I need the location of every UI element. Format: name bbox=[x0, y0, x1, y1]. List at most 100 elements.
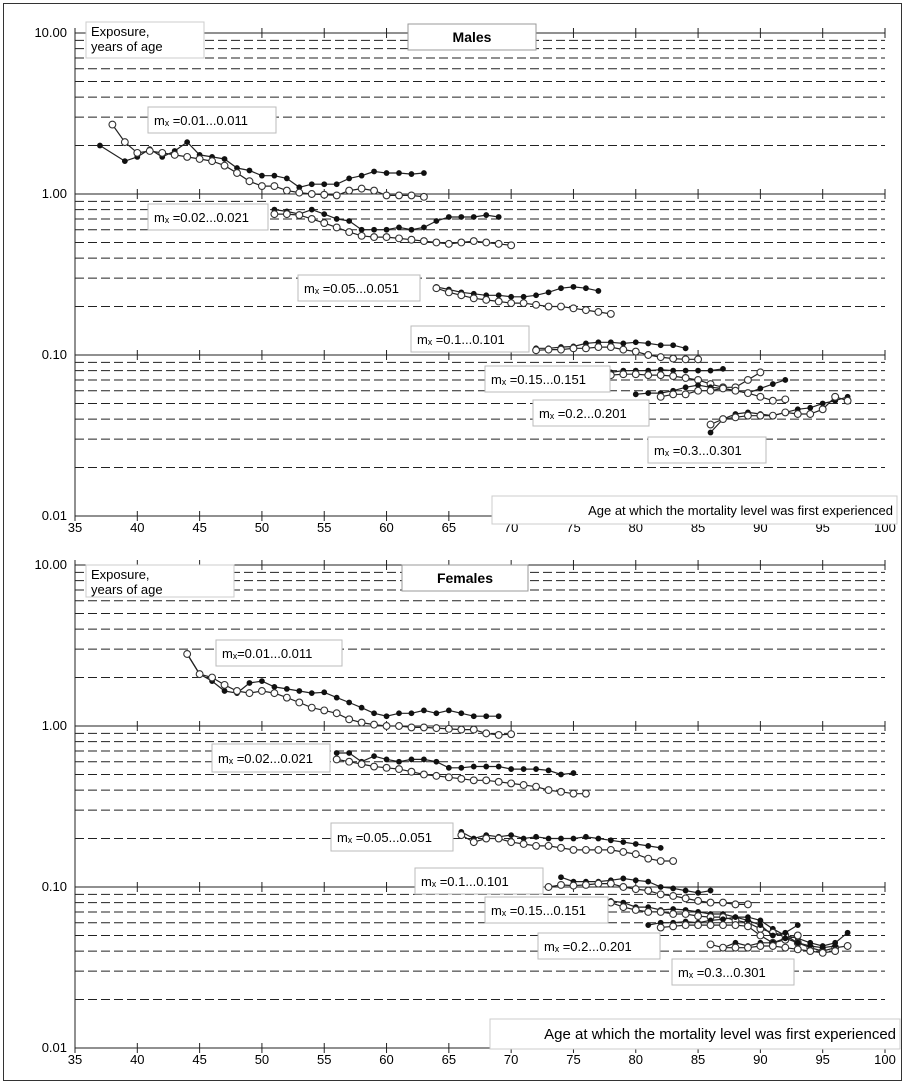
data-point-open bbox=[419, 237, 428, 246]
data-point-open bbox=[183, 650, 192, 658]
data-point-open bbox=[544, 345, 553, 354]
series-group-6: mₓ =0.2...0.201 bbox=[537, 914, 802, 960]
data-point-open bbox=[681, 390, 690, 399]
series-line-filled bbox=[722, 937, 836, 949]
data-point-filled bbox=[720, 365, 726, 372]
data-point-filled bbox=[246, 680, 253, 686]
data-point-open bbox=[644, 886, 653, 895]
y-tick-label: 0.01 bbox=[42, 508, 67, 523]
data-point-open bbox=[557, 345, 565, 354]
data-point-filled bbox=[520, 293, 527, 300]
data-point-filled bbox=[545, 289, 552, 296]
data-point-filled bbox=[732, 914, 739, 921]
data-point-filled bbox=[259, 172, 265, 179]
data-point-open bbox=[282, 210, 291, 219]
y-tick-label: 0.01 bbox=[42, 1040, 67, 1055]
data-point-filled bbox=[620, 875, 627, 882]
x-tick-label: 50 bbox=[255, 520, 269, 535]
data-point-filled bbox=[358, 172, 365, 179]
series-label-box bbox=[532, 399, 650, 427]
data-point-open bbox=[706, 386, 715, 395]
series-label: mₓ =0.2...0.201 bbox=[544, 939, 632, 954]
x-tick-label: 60 bbox=[379, 1052, 393, 1067]
data-point-filled bbox=[396, 224, 402, 231]
x-tick-label: 50 bbox=[255, 1052, 269, 1067]
data-point-open bbox=[357, 718, 366, 727]
data-point-open bbox=[382, 763, 391, 772]
data-point-filled bbox=[632, 391, 639, 398]
data-point-filled bbox=[570, 770, 577, 776]
x-tick-label: 90 bbox=[753, 1052, 767, 1067]
data-point-open bbox=[631, 850, 640, 859]
data-point-filled bbox=[346, 699, 353, 706]
data-point-open bbox=[656, 907, 665, 916]
chart-title: Males bbox=[453, 29, 492, 45]
series-label: mₓ =0.02...0.021 bbox=[218, 751, 313, 766]
data-point-filled bbox=[632, 877, 639, 884]
y-tick-label: 0.10 bbox=[42, 879, 67, 894]
data-point-filled bbox=[371, 753, 377, 760]
data-point-open bbox=[694, 355, 703, 364]
data-point-filled bbox=[657, 844, 664, 851]
data-point-open bbox=[320, 219, 329, 228]
data-point-open bbox=[332, 191, 341, 200]
data-point-open bbox=[332, 755, 341, 764]
data-point-filled bbox=[283, 685, 290, 692]
data-point-filled bbox=[470, 214, 477, 220]
series-label: mₓ =0.02...0.021 bbox=[154, 210, 249, 225]
y-axis-label-box bbox=[85, 564, 235, 598]
data-point-filled bbox=[570, 835, 577, 842]
data-point-open bbox=[120, 138, 129, 147]
x-axis-label-box bbox=[491, 495, 898, 525]
data-point-filled bbox=[508, 766, 515, 772]
data-point-filled bbox=[670, 342, 677, 349]
data-point-open bbox=[669, 922, 678, 931]
data-point-open bbox=[457, 291, 466, 300]
data-point-open bbox=[768, 396, 777, 405]
data-point-open bbox=[444, 773, 453, 782]
data-point-open bbox=[444, 288, 453, 297]
data-point-open bbox=[818, 948, 827, 957]
data-point-open bbox=[295, 188, 304, 197]
data-point-filled bbox=[358, 704, 365, 711]
data-point-open bbox=[706, 940, 715, 949]
data-point-open bbox=[469, 237, 478, 246]
data-point-open bbox=[170, 150, 179, 159]
data-point-filled bbox=[533, 766, 539, 772]
data-point-filled bbox=[520, 766, 527, 772]
data-point-open bbox=[681, 910, 690, 918]
data-point-open bbox=[457, 774, 466, 783]
data-point-open bbox=[295, 698, 304, 707]
series-label-box bbox=[147, 106, 277, 134]
data-point-filled bbox=[408, 756, 415, 763]
data-point-open bbox=[320, 706, 329, 715]
data-point-open bbox=[332, 223, 341, 232]
data-point-open bbox=[644, 854, 653, 863]
data-point-filled bbox=[470, 713, 477, 720]
data-point-open bbox=[407, 191, 416, 200]
data-point-open bbox=[133, 148, 142, 157]
data-point-open bbox=[644, 351, 653, 359]
data-point-open bbox=[469, 725, 478, 734]
data-point-open bbox=[233, 687, 241, 695]
data-point-filled bbox=[383, 170, 390, 176]
data-point-open bbox=[444, 724, 453, 733]
data-point-filled bbox=[408, 710, 415, 717]
series-label-box bbox=[297, 274, 421, 302]
chart-title: Females bbox=[437, 570, 493, 586]
data-point-filled bbox=[533, 833, 539, 840]
data-point-filled bbox=[757, 922, 764, 928]
data-point-open bbox=[370, 233, 379, 242]
data-point-open bbox=[656, 857, 665, 865]
data-point-open bbox=[731, 921, 740, 930]
series-label: mₓ =0.2...0.201 bbox=[539, 406, 627, 421]
data-point-open bbox=[581, 880, 590, 889]
data-point-filled bbox=[321, 689, 328, 696]
data-point-open bbox=[768, 411, 777, 420]
data-point-open bbox=[469, 776, 478, 785]
data-point-filled bbox=[819, 400, 826, 407]
data-point-open bbox=[793, 410, 802, 418]
data-point-open bbox=[407, 767, 416, 776]
data-point-open bbox=[507, 730, 516, 739]
data-point-filled bbox=[695, 367, 701, 374]
